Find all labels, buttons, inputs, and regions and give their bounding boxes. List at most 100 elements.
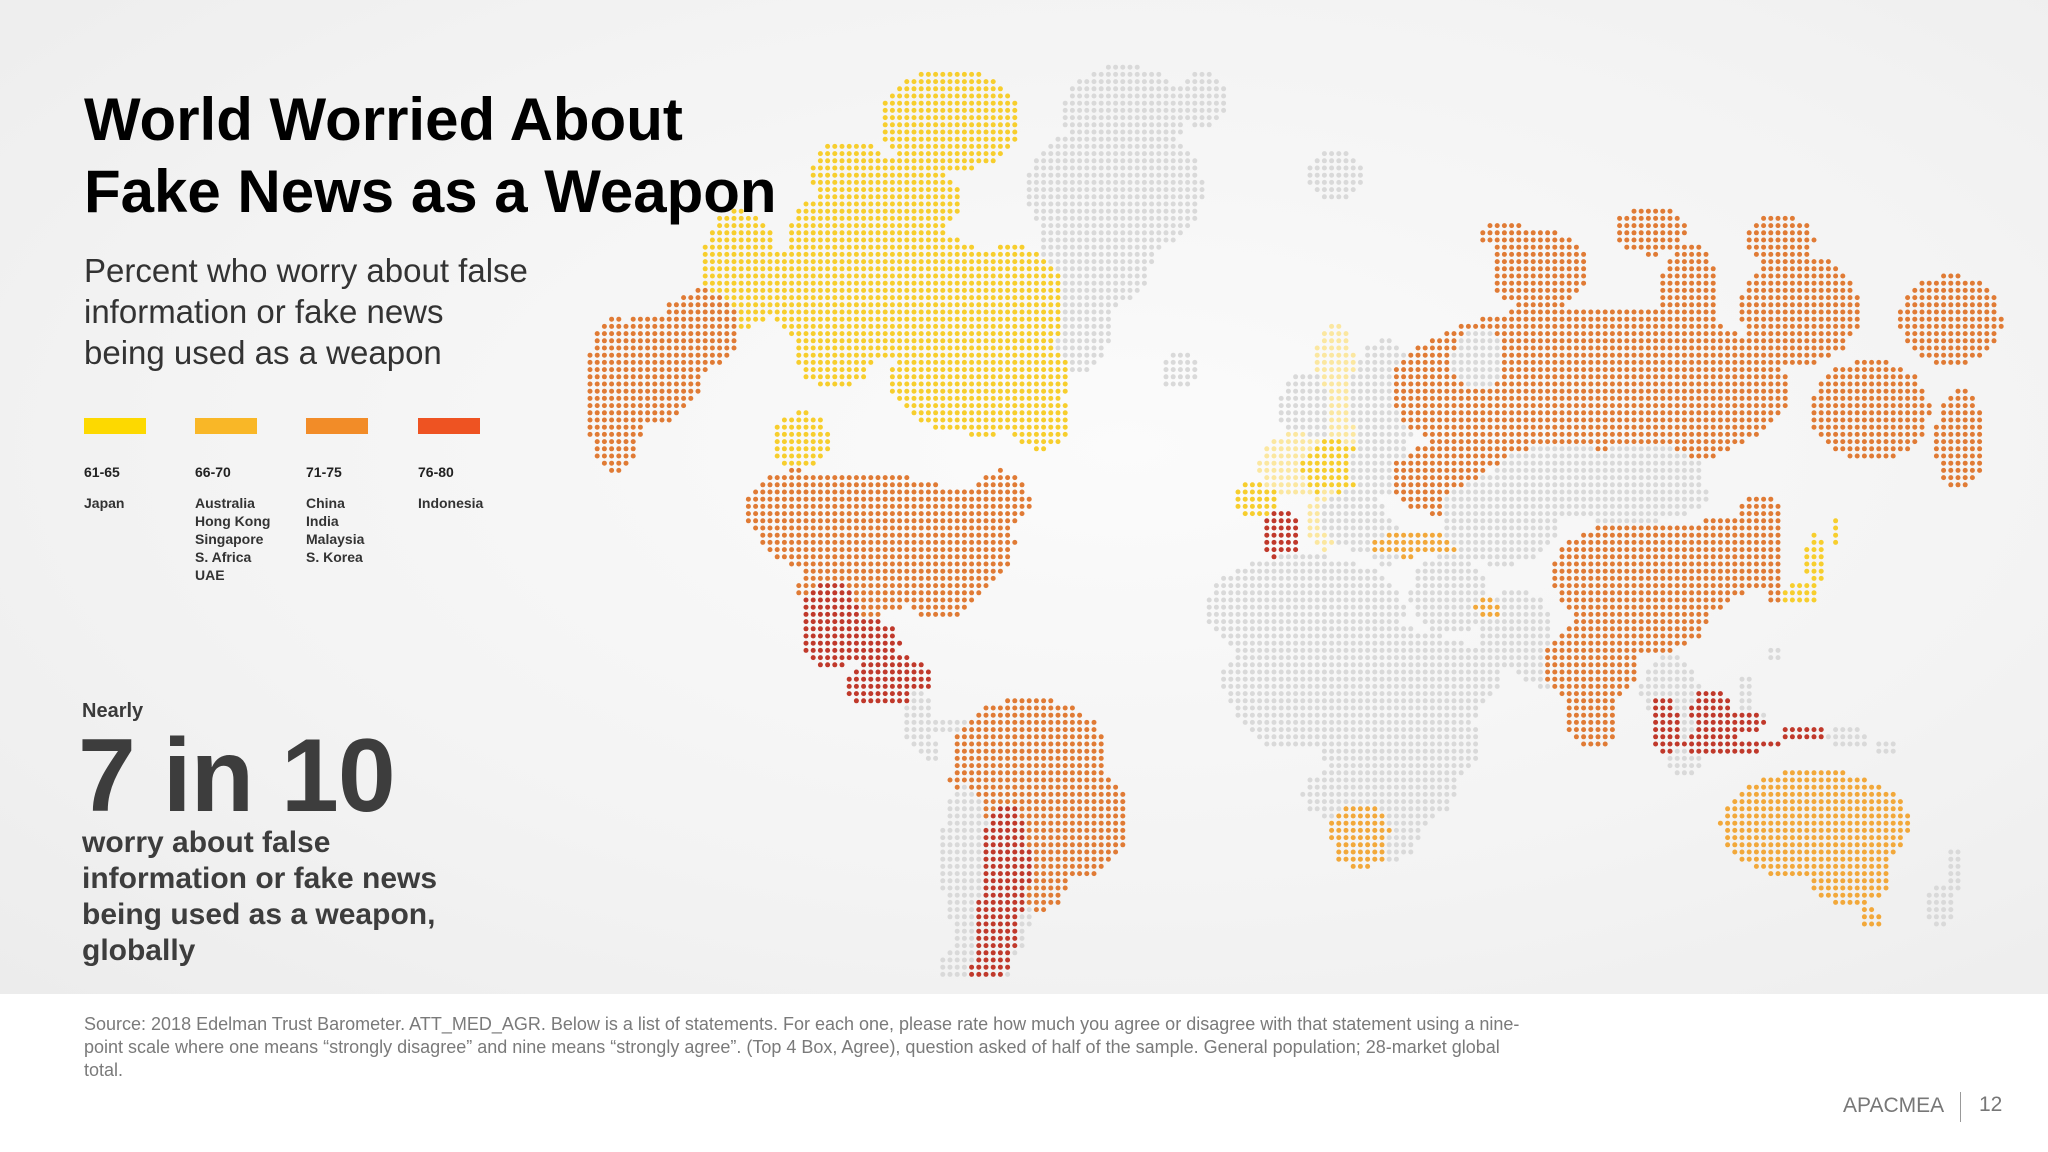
map-dot-no-data	[1696, 467, 1702, 473]
map-dot-no-data	[1379, 460, 1385, 466]
map-dot-61-65	[810, 345, 816, 351]
map-dot-71-75	[1717, 446, 1723, 452]
map-dot-71-75	[1955, 287, 1961, 293]
map-dot-no-data	[1595, 475, 1601, 481]
map-dot-61-65	[1019, 338, 1025, 344]
map-dot-no-data	[1041, 223, 1047, 229]
map-dot-61-65	[933, 143, 939, 149]
map-dot-no-data	[1048, 230, 1054, 236]
map-dot-61-65	[904, 122, 910, 128]
map-dot-71-75	[1890, 381, 1896, 387]
map-dot-71-75	[1768, 266, 1774, 272]
map-dot-71-75	[702, 302, 708, 308]
map-dot-61-65	[940, 237, 946, 243]
map-dot-light	[1343, 417, 1349, 423]
map-dot-61-65	[1041, 295, 1047, 301]
map-dot-71-75	[1768, 273, 1774, 279]
map-dot-no-data	[1091, 71, 1097, 77]
map-dot-no-data	[1156, 143, 1162, 149]
map-dot-71-75	[1782, 302, 1788, 308]
map-dot-71-75	[717, 359, 723, 365]
map-dot-no-data	[1293, 403, 1299, 409]
map-dot-71-75	[1746, 280, 1752, 286]
map-dot-no-data	[1033, 194, 1039, 200]
map-dot-61-65	[904, 359, 910, 365]
map-dot-71-75	[616, 403, 622, 409]
map-dot-light	[1321, 352, 1327, 358]
map-dot-71-75	[1941, 295, 1947, 301]
map-dot-71-75	[1912, 417, 1918, 423]
map-dot-71-75	[1768, 316, 1774, 322]
map-dot-61-65	[861, 331, 867, 337]
map-dot-no-data	[1149, 259, 1155, 265]
map-dot-61-65	[954, 71, 960, 77]
map-dot-no-data	[1350, 165, 1356, 171]
map-dot-61-65	[904, 129, 910, 135]
map-dot-71-75	[1753, 374, 1759, 380]
map-dot-71-75	[1581, 395, 1587, 401]
map-dot-no-data	[1134, 251, 1140, 257]
map-dot-no-data	[1062, 215, 1068, 221]
map-dot-61-65	[781, 424, 787, 430]
map-dot-61-65	[976, 352, 982, 358]
map-dot-71-75	[1559, 309, 1565, 315]
map-dot-61-65	[810, 417, 816, 423]
map-dot-61-65	[1005, 374, 1011, 380]
map-dot-no-data	[1062, 244, 1068, 250]
map-dot-no-data	[1379, 467, 1385, 473]
map-dot-no-data	[1127, 129, 1133, 135]
map-dot-71-75	[1861, 403, 1867, 409]
map-dot-71-75	[1725, 410, 1731, 416]
map-dot-61-65	[796, 352, 802, 358]
map-dot-no-data	[1091, 331, 1097, 337]
map-dot-61-65	[724, 287, 730, 293]
map-dot-61-65	[825, 345, 831, 351]
map-dot-71-75	[1559, 338, 1565, 344]
map-dot-71-75	[1501, 403, 1507, 409]
map-dot-71-75	[1818, 316, 1824, 322]
map-dot-71-75	[1602, 395, 1608, 401]
map-dot-71-75	[1840, 388, 1846, 394]
map-dot-no-data	[1091, 251, 1097, 257]
map-dot-71-75	[1969, 417, 1975, 423]
map-dot-61-65	[832, 208, 838, 214]
map-dot-71-75	[717, 345, 723, 351]
map-dot-71-75	[616, 431, 622, 437]
map-dot-71-75	[688, 345, 694, 351]
map-dot-71-75	[1444, 352, 1450, 358]
map-dot-61-65	[882, 201, 888, 207]
map-dot-61-65	[911, 165, 917, 171]
map-dot-61-65	[925, 143, 931, 149]
map-dot-71-75	[1415, 410, 1421, 416]
map-dot-71-75	[1797, 359, 1803, 365]
map-dot-no-data	[1537, 460, 1543, 466]
map-dot-71-75	[1509, 287, 1515, 293]
map-dot-71-75	[1761, 259, 1767, 265]
map-dot-71-75	[1681, 417, 1687, 423]
map-dot-71-75	[1948, 287, 1954, 293]
map-dot-61-65	[933, 280, 939, 286]
map-dot-61-65	[745, 295, 751, 301]
map-dot-no-data	[1098, 259, 1104, 265]
map-dot-61-65	[868, 323, 874, 329]
map-dot-no-data	[1163, 367, 1169, 373]
map-dot-no-data	[1055, 201, 1061, 207]
map-dot-no-data	[1084, 323, 1090, 329]
map-dot-61-65	[796, 410, 802, 416]
map-dot-61-65	[1026, 352, 1032, 358]
map-dot-61-65	[904, 266, 910, 272]
map-dot-71-75	[1465, 446, 1471, 452]
map-dot-no-data	[1329, 194, 1335, 200]
map-dot-no-data	[1091, 345, 1097, 351]
map-dot-no-data	[1566, 453, 1572, 459]
map-dot-light	[1257, 460, 1263, 466]
map-dot-61-65	[918, 417, 924, 423]
map-dot-no-data	[1566, 475, 1572, 481]
map-dot-61-65	[997, 86, 1003, 92]
map-dot-61-65	[904, 237, 910, 243]
map-dot-71-75	[1696, 331, 1702, 337]
map-dot-61-65	[817, 223, 823, 229]
map-dot-61-65	[911, 208, 917, 214]
map-dot-no-data	[1127, 165, 1133, 171]
map-dot-71-75	[1876, 446, 1882, 452]
